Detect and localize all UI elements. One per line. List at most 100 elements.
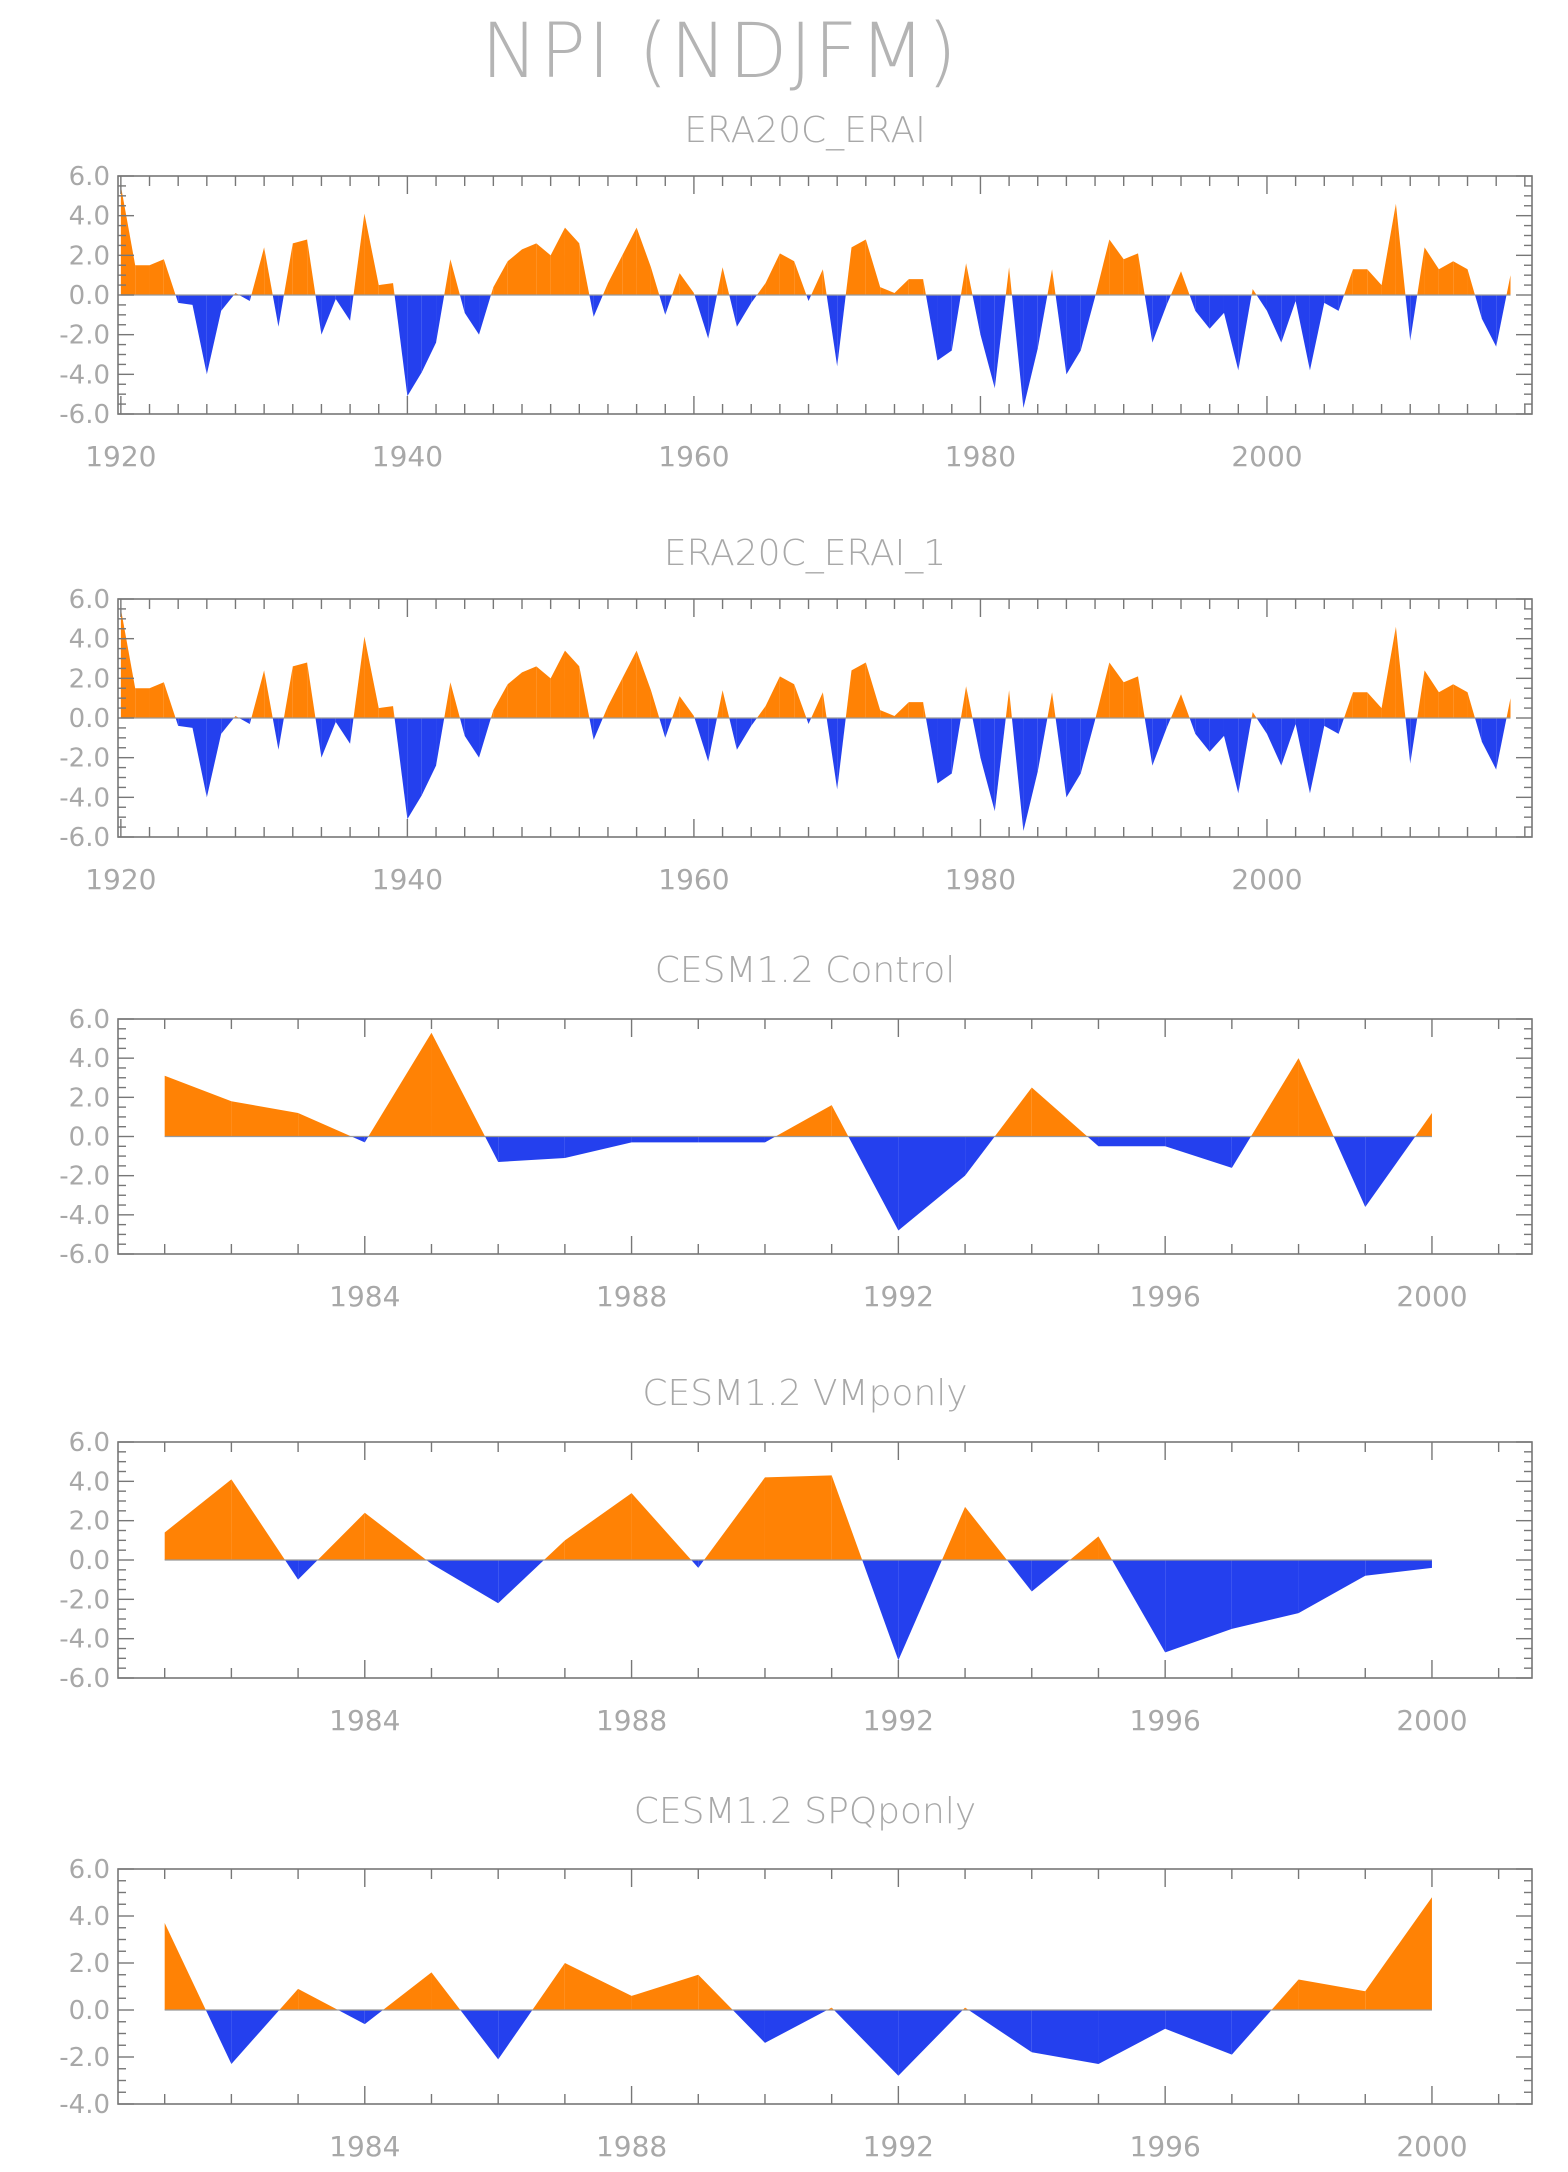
panel-5: CESM1.2 SPQponly 6.0 4.0 2.0 0.0 -2.0 -4.0 1984… bbox=[59, 1791, 1533, 2163]
positive-area bbox=[831, 1475, 863, 1560]
y-tick-label: -6.0 bbox=[59, 823, 110, 853]
positive-area bbox=[1138, 253, 1145, 295]
negative-area bbox=[175, 295, 179, 303]
negative-area bbox=[1231, 1560, 1299, 1629]
negative-area bbox=[1256, 718, 1267, 734]
positive-area bbox=[264, 670, 273, 718]
positive-area bbox=[368, 1032, 432, 1137]
figure-title: NPI (NDJFM) bbox=[481, 6, 959, 95]
negative-area bbox=[278, 295, 284, 327]
positive-area bbox=[298, 1113, 352, 1137]
positive-area bbox=[1344, 269, 1353, 295]
positive-area bbox=[1005, 690, 1010, 718]
negative-area bbox=[1231, 2010, 1272, 2055]
negative-area bbox=[1066, 718, 1081, 798]
negative-area bbox=[479, 718, 491, 758]
positive-area bbox=[965, 1506, 1007, 1560]
negative-area bbox=[315, 295, 322, 335]
x-tick-label: 2000 bbox=[1231, 863, 1302, 896]
positive-area bbox=[1415, 1113, 1432, 1137]
y-tick-label: -4.0 bbox=[59, 783, 110, 813]
positive-area bbox=[507, 672, 522, 718]
negative-area bbox=[431, 1560, 499, 1604]
negative-area bbox=[1231, 1136, 1251, 1168]
positive-area bbox=[756, 283, 766, 295]
negative-area bbox=[898, 1560, 942, 1661]
positive-area bbox=[450, 682, 460, 718]
negative-area bbox=[1338, 295, 1345, 311]
negative-area bbox=[231, 2010, 280, 2065]
y-tick-label: 2.0 bbox=[69, 1507, 110, 1537]
negative-area bbox=[1189, 295, 1196, 311]
positive-area bbox=[631, 1493, 692, 1560]
x-tick-label: 1920 bbox=[85, 440, 156, 473]
positive-area bbox=[532, 1963, 565, 2010]
negative-area bbox=[898, 1136, 966, 1231]
y-tick-label: 0.0 bbox=[69, 1546, 110, 1576]
negative-area bbox=[751, 718, 757, 726]
negative-area bbox=[239, 718, 250, 724]
negative-area bbox=[862, 1560, 899, 1661]
negative-area bbox=[321, 295, 336, 335]
positive-area bbox=[522, 243, 537, 295]
positive-area bbox=[845, 247, 852, 295]
negative-area bbox=[1281, 718, 1296, 766]
negative-area bbox=[1474, 718, 1482, 742]
positive-area bbox=[1009, 690, 1012, 718]
negative-area bbox=[1405, 718, 1411, 764]
negative-area bbox=[1405, 295, 1411, 341]
x-tick-label: 1980 bbox=[945, 863, 1016, 896]
y-tick-label: 0.0 bbox=[69, 704, 110, 734]
positive-area bbox=[444, 259, 451, 295]
negative-area bbox=[659, 718, 666, 738]
x-tick-label: 1984 bbox=[329, 2130, 400, 2163]
positive-area bbox=[1395, 203, 1406, 295]
positive-area bbox=[163, 682, 176, 718]
x-tick-label: 1996 bbox=[1130, 2130, 1201, 2163]
negative-area bbox=[1309, 718, 1325, 794]
negative-area bbox=[708, 718, 717, 762]
positive-area bbox=[231, 1479, 286, 1560]
positive-area bbox=[431, 1972, 461, 2010]
negative-area bbox=[1112, 1560, 1166, 1653]
positive-area bbox=[851, 239, 866, 295]
negative-area bbox=[221, 718, 234, 734]
negative-area bbox=[1266, 718, 1282, 766]
x-tick-label: 2000 bbox=[1396, 1704, 1467, 1737]
positive-area bbox=[579, 666, 590, 718]
negative-area bbox=[338, 2010, 365, 2025]
negative-area bbox=[698, 1136, 765, 1143]
y-tick-label: 0.0 bbox=[69, 281, 110, 311]
positive-area bbox=[622, 227, 637, 295]
positive-area bbox=[120, 185, 136, 295]
y-tick-label: 6.0 bbox=[69, 1428, 110, 1458]
positive-area bbox=[564, 650, 580, 718]
y-tick-label: -4.0 bbox=[59, 360, 110, 390]
positive-area bbox=[1438, 261, 1454, 295]
positive-area bbox=[908, 279, 924, 295]
x-tick-label: 1984 bbox=[329, 1704, 400, 1737]
y-tick-label: 2.0 bbox=[69, 241, 110, 271]
negative-area bbox=[1324, 295, 1339, 311]
positive-area bbox=[1095, 662, 1110, 718]
positive-area bbox=[251, 670, 265, 718]
positive-area bbox=[1453, 261, 1468, 295]
positive-area bbox=[1052, 269, 1056, 295]
positive-area bbox=[149, 259, 164, 295]
negative-area bbox=[1165, 1560, 1232, 1653]
positive-area bbox=[1052, 692, 1056, 718]
negative-area bbox=[937, 295, 952, 361]
negative-area bbox=[1365, 1136, 1416, 1207]
negative-area bbox=[732, 2010, 765, 2043]
positive-area bbox=[163, 259, 176, 295]
negative-area bbox=[460, 2010, 499, 2060]
positive-area bbox=[1438, 684, 1454, 718]
positive-area bbox=[544, 1540, 565, 1560]
positive-area bbox=[120, 608, 136, 718]
negative-area bbox=[350, 295, 354, 321]
negative-area bbox=[1152, 718, 1167, 766]
panel-title: ERA20C_ERAI bbox=[684, 110, 925, 151]
negative-area bbox=[459, 718, 465, 736]
x-tick-label: 1920 bbox=[85, 863, 156, 896]
positive-area bbox=[1181, 271, 1190, 295]
